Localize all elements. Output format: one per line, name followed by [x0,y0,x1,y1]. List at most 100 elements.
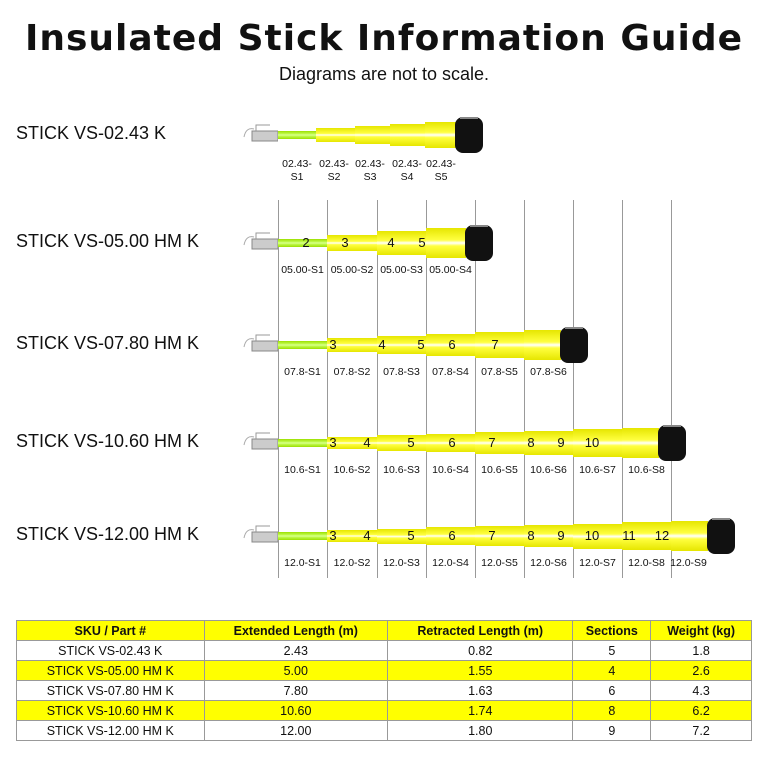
section-label: 05.00-S3 [380,264,423,276]
guide-line [426,200,427,578]
table-cell: 6 [572,680,652,701]
stick-label: STICK VS-12.00 HM K [16,524,200,544]
stick-section [327,436,378,450]
section-label: 12.0-S7 [579,557,616,569]
stick-section [377,336,427,354]
stick-section [524,430,574,456]
end-cap-icon [560,327,588,363]
table-row: STICK VS-05.00 HM K 5.00 1.55 4 2.6 [16,660,752,681]
section-number: 4 [387,235,395,250]
stick-section [426,334,476,356]
stick-section [426,527,476,545]
section-number: 7 [488,435,496,450]
table-cell: 4 [572,660,652,681]
table-cell: 1.8 [650,640,752,661]
guide-line [671,200,672,578]
section-number: 5 [417,337,425,352]
section-label: 05.00-S4 [429,264,472,276]
stick-section [622,522,672,550]
table-cell: 5 [572,640,652,661]
stick-section [278,532,328,540]
section-label: 12.0-S8 [628,557,665,569]
stick-section [327,338,378,352]
stick-section [671,521,708,551]
stick-section [377,528,427,544]
section-number: 9 [557,528,565,543]
guide-line [475,200,476,578]
section-label: 07.8-S5 [481,366,518,378]
guide-line [377,200,378,578]
table-cell: STICK VS-02.43 K [16,640,205,661]
hook-head-icon [240,333,279,353]
table-row: STICK VS-12.00 HM K 12.00 1.80 9 7.2 [16,720,752,741]
stick-section [278,341,328,349]
section-label: 10.6-S1 [284,464,321,476]
section-number: 5 [418,235,426,250]
stick-section [475,432,525,454]
section-label: 05.00-S1 [281,264,324,276]
section-label: 10.6-S5 [481,464,518,476]
section-number: 8 [527,528,535,543]
section-number: 3 [329,435,337,450]
section-number: 9 [557,435,565,450]
stick-section [355,126,391,144]
section-number: 6 [448,337,456,352]
stick-label: STICK VS-10.60 HM K [16,431,200,451]
section-number: 7 [488,528,496,543]
stick-section [524,524,574,548]
section-label: 07.8-S1 [284,366,321,378]
section-label: 10.6-S4 [432,464,469,476]
table-cell: STICK VS-12.00 HM K [16,720,205,741]
stick-section [278,439,328,447]
stick-section [426,228,466,258]
hook-head-icon [240,431,279,451]
table-cell: 10.60 [203,700,389,721]
section-number: 11 [622,528,636,543]
stick-section [622,428,659,458]
section-label: 07.8-S2 [333,366,371,378]
table-row: STICK VS-10.60 HM K 10.60 1.74 8 6.2 [16,700,752,721]
section-label: 02.43- S1 [282,158,312,183]
table-cell: 1.63 [386,680,574,701]
section-number: 5 [407,528,415,543]
stick-label: STICK VS-05.00 HM K [16,231,200,251]
stick-section [475,332,525,358]
stick-section [573,523,623,549]
col-extended: Extended Length (m) [203,620,389,641]
table-cell: 12.00 [203,720,389,741]
section-label: 05.00-S2 [330,264,374,276]
table-cell: 2.6 [650,660,752,681]
section-number: 3 [329,528,337,543]
section-number: 4 [363,528,371,543]
section-number: 8 [527,435,535,450]
stick-section [327,234,378,252]
section-label: 02.43- S2 [319,158,349,183]
hook-head-icon [240,524,279,544]
stick-section [278,131,317,139]
section-label: 07.8-S3 [383,366,420,378]
table-cell: 1.74 [386,700,574,721]
guide-line [278,200,279,578]
table-cell: 4.3 [650,680,752,701]
stick-section [425,122,456,148]
stick-section [475,526,525,546]
stick-section [524,330,561,360]
guide-line [622,200,623,578]
section-label: 10.6-S8 [628,464,665,476]
table-row: STICK VS-07.80 HM K 7.80 1.63 6 4.3 [16,680,752,701]
table-cell: STICK VS-05.00 HM K [16,660,205,681]
guide-line [327,200,328,578]
section-label: 10.6-S7 [579,464,616,476]
stick-section [377,435,427,451]
section-number: 6 [448,528,456,543]
section-label: 12.0-S2 [333,557,371,569]
section-number: 10 [584,435,600,450]
section-label: 12.0-S6 [530,557,567,569]
page-subtitle: Diagrams are not to scale. [278,64,490,84]
section-label: 02.43- S4 [392,158,422,183]
table-cell: 1.55 [386,660,574,681]
section-label: 10.6-S6 [530,464,567,476]
stick-section [327,529,378,543]
stick-section [377,231,427,255]
section-label: 07.8-S6 [530,366,567,378]
